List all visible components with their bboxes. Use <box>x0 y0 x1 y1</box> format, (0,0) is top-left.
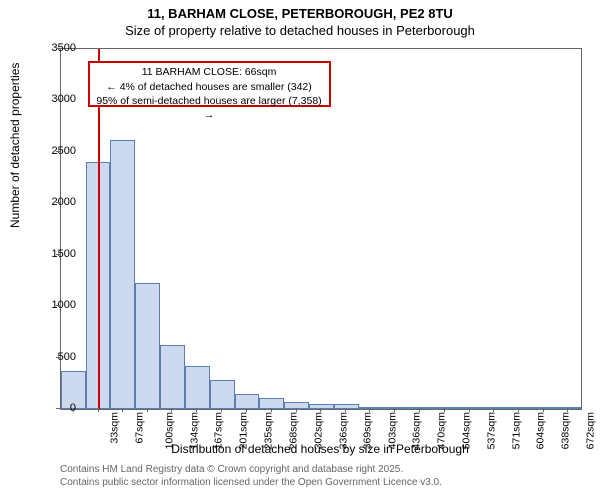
x-tick-label: 67sqm <box>133 412 145 444</box>
histogram-bar <box>235 394 259 409</box>
histogram-bar <box>334 404 359 409</box>
histogram-bar <box>482 407 506 409</box>
histogram-bar <box>359 407 383 409</box>
x-tick-mark <box>271 408 272 412</box>
annotation-box: 11 BARHAM CLOSE: 66sqm← 4% of detached h… <box>88 61 331 106</box>
y-tick-mark <box>56 151 60 152</box>
x-tick-mark <box>518 408 519 412</box>
annotation-line3: 95% of semi-detached houses are larger (… <box>96 94 323 122</box>
y-tick-mark <box>56 202 60 203</box>
credits-line1: Contains HM Land Registry data © Crown c… <box>60 463 442 476</box>
histogram-bar <box>160 345 184 409</box>
x-tick-mark <box>444 408 445 412</box>
x-tick-mark <box>394 408 395 412</box>
annotation-line1: 11 BARHAM CLOSE: 66sqm <box>96 65 323 79</box>
credits-line2: Contains public sector information licen… <box>60 476 442 489</box>
x-tick-mark <box>196 408 197 412</box>
x-tick-mark <box>246 408 247 412</box>
histogram-bar <box>309 404 333 409</box>
x-tick-mark <box>221 408 222 412</box>
x-tick-mark <box>419 408 420 412</box>
x-tick-mark <box>369 408 370 412</box>
histogram-bar <box>110 140 135 409</box>
x-tick-mark <box>122 408 123 412</box>
x-tick-mark <box>543 408 544 412</box>
x-tick-mark <box>320 408 321 412</box>
x-tick-mark <box>296 408 297 412</box>
x-tick-label: 672sqm <box>585 412 597 449</box>
x-tick-mark <box>567 408 568 412</box>
histogram-bar <box>433 407 457 409</box>
x-tick-mark <box>73 408 74 412</box>
x-tick-mark <box>493 408 494 412</box>
x-tick-mark <box>147 408 148 412</box>
histogram-bar <box>408 407 433 409</box>
y-axis-label: Number of detached properties <box>8 63 22 228</box>
histogram-bar <box>135 283 160 410</box>
chart-subtitle: Size of property relative to detached ho… <box>0 23 600 40</box>
x-tick-mark <box>345 408 346 412</box>
x-tick-label: 33sqm <box>108 412 120 444</box>
x-tick-mark <box>98 408 99 412</box>
x-tick-mark <box>171 408 172 412</box>
y-tick-mark <box>56 48 60 49</box>
y-tick-mark <box>56 408 60 409</box>
histogram-bar <box>557 407 581 409</box>
histogram-bar <box>210 380 235 409</box>
credits: Contains HM Land Registry data © Crown c… <box>60 463 442 489</box>
histogram-bar <box>259 398 284 409</box>
y-tick-mark <box>56 254 60 255</box>
y-tick-mark <box>56 357 60 358</box>
y-tick-mark <box>56 305 60 306</box>
histogram-bar <box>284 402 309 409</box>
x-tick-mark <box>469 408 470 412</box>
chart-container: 11, BARHAM CLOSE, PETERBOROUGH, PE2 8TU … <box>0 0 600 500</box>
x-axis-label: Distribution of detached houses by size … <box>60 442 580 456</box>
annotation-line2: ← 4% of detached houses are smaller (342… <box>96 80 323 94</box>
chart-title: 11, BARHAM CLOSE, PETERBOROUGH, PE2 8TU <box>0 0 600 23</box>
histogram-bar <box>185 366 210 409</box>
y-tick-mark <box>56 99 60 100</box>
plot-area: 11 BARHAM CLOSE: 66sqm← 4% of detached h… <box>60 48 582 410</box>
